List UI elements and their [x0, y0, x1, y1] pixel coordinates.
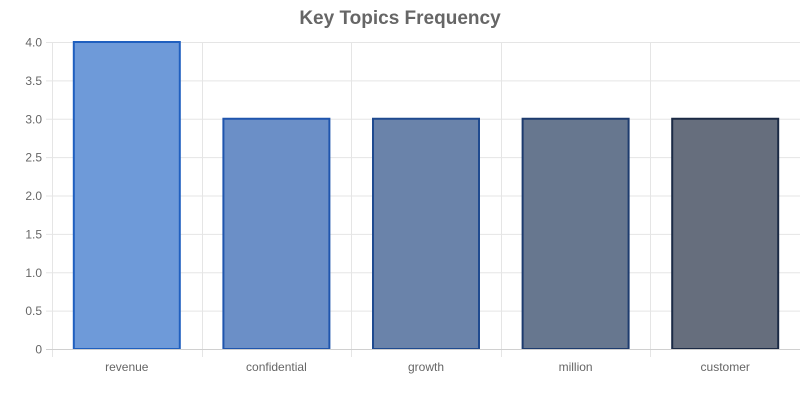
- x-tick-label: confidential: [246, 360, 307, 374]
- x-tick-label: million: [559, 360, 593, 374]
- y-tick-label: 2.5: [25, 151, 42, 165]
- bar-confidential: [222, 117, 331, 350]
- x-tick-label: revenue: [105, 360, 149, 374]
- y-tick-label: 1.5: [25, 227, 42, 241]
- x-tick-label: customer: [701, 360, 750, 374]
- y-tick-label: 4.0: [25, 36, 42, 50]
- bar-million: [521, 117, 630, 350]
- bar-revenue: [72, 41, 181, 350]
- y-tick-label: 3.5: [25, 74, 42, 88]
- bar-customer: [671, 117, 780, 350]
- y-tick-label: 1.0: [25, 266, 42, 280]
- y-tick-label: 3.0: [25, 112, 42, 126]
- y-tick-label: 2.0: [25, 189, 42, 203]
- bar-growth: [372, 117, 480, 350]
- y-tick-label: 0.5: [25, 304, 42, 318]
- x-tick-label: growth: [408, 360, 444, 374]
- y-tick-label: 0: [35, 343, 42, 357]
- chart-title: Key Topics Frequency: [299, 8, 501, 29]
